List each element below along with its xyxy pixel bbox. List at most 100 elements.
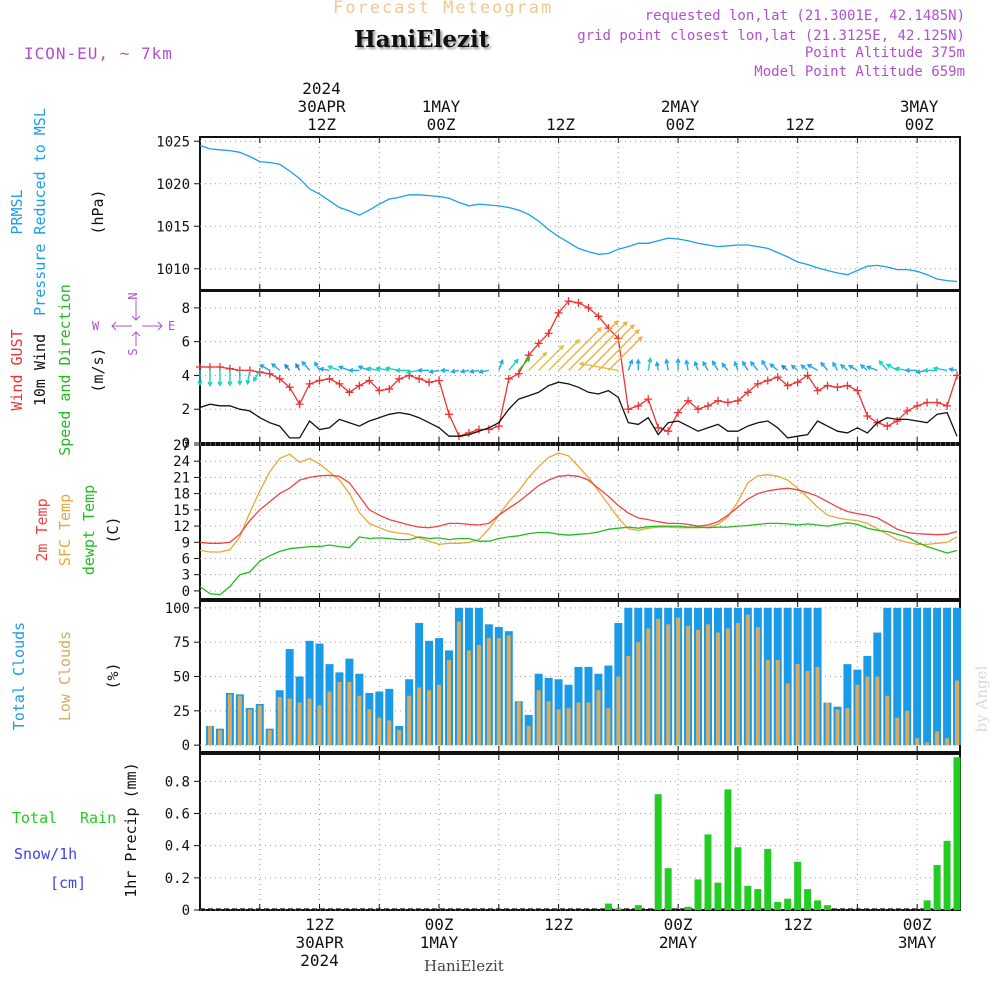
cloud-low-bar — [905, 710, 910, 746]
wind-arrow-head — [742, 360, 747, 366]
rain-bar — [634, 905, 642, 910]
cloud-total-bar — [953, 607, 962, 746]
wind-label-speed-dir: Speed and Direction — [56, 284, 74, 456]
cloud-low-bar — [686, 625, 691, 746]
rain-bar — [953, 757, 961, 910]
cloud-total-bar — [285, 649, 294, 746]
cloud-low-bar — [715, 632, 720, 746]
wind-gust-marker — [624, 405, 633, 414]
wind-arrow-head — [904, 367, 910, 373]
cloud-total-bar — [933, 607, 942, 746]
cloud-low-bar — [267, 730, 272, 746]
wind-gust-marker — [913, 401, 922, 410]
y-tick-label-temperature: 9 — [182, 535, 190, 551]
wind-arrow — [271, 363, 281, 371]
wind-arrow — [866, 366, 878, 372]
cloud-low-bar — [925, 742, 930, 746]
wind-arrow — [548, 339, 580, 371]
cloud-low-bar — [437, 684, 442, 746]
wind-arrow — [597, 329, 640, 371]
cloud-total-bar — [385, 688, 394, 746]
wind-arrow — [367, 367, 380, 372]
wind-arrow-head — [675, 357, 681, 364]
wind-gust-marker — [863, 411, 872, 420]
wind-gust-marker — [584, 303, 593, 312]
wind-arrow — [761, 360, 769, 371]
pressure-label-msl: Pressure Reduced to MSL — [31, 108, 49, 316]
wind-gust-marker — [375, 386, 384, 395]
rain-bar — [664, 868, 672, 910]
wind-gust-marker — [694, 405, 703, 414]
wind-arrow — [807, 364, 818, 371]
wind-arrow — [627, 359, 633, 371]
y-tick-label-temperature: 24 — [173, 454, 190, 470]
cloud-low-bar — [317, 705, 322, 746]
wind-arrow-head — [513, 358, 519, 364]
top-time-label: 12Z — [546, 115, 575, 134]
y-tick-label-precip: 0.6 — [165, 807, 190, 823]
cloud-low-bar — [825, 702, 830, 746]
y-tick-label-wind: 6 — [182, 335, 190, 351]
cloud-low-bar — [676, 617, 681, 746]
wind-arrow-head — [885, 363, 892, 369]
wind-arrow-head — [637, 335, 643, 342]
wind-arrow — [253, 370, 261, 382]
wind-arrow — [319, 368, 330, 372]
cloud-low-bar — [915, 738, 920, 746]
wind-gust-marker — [943, 401, 952, 410]
y-tick-label-precip: 0.8 — [165, 774, 190, 790]
wind-arrow — [848, 364, 858, 371]
cloud-low-bar — [377, 717, 382, 746]
wind-arrow-head — [375, 366, 381, 372]
wind-arrow — [314, 362, 321, 371]
wind-arrow — [879, 360, 888, 371]
wind-arrow-head — [459, 368, 466, 374]
bottom-time-label: 1MAY — [420, 933, 459, 952]
y-tick-label-clouds: 50 — [173, 670, 190, 686]
compass-south: S — [126, 348, 140, 355]
cloud-total-bar — [415, 622, 424, 746]
compass-arrows — [111, 300, 163, 346]
wind-gust-marker — [853, 386, 862, 395]
wind-gust-marker — [713, 396, 722, 405]
wind-gust-marker — [345, 388, 354, 397]
wind-arrow — [558, 327, 602, 371]
wind-gust-marker — [464, 428, 473, 437]
cloud-low-bar — [785, 683, 790, 746]
wind-gust-marker — [196, 363, 204, 371]
cloud-low-bar — [945, 738, 950, 746]
wind-gust-marker — [743, 388, 752, 397]
cloud-low-bar — [337, 681, 342, 746]
wind-arrow-head — [702, 360, 707, 367]
wind-arrow — [518, 357, 530, 371]
cloud-low-bar — [546, 701, 551, 746]
wind-gust-marker — [305, 379, 314, 388]
wind-arrow-head — [915, 369, 921, 375]
y-tick-label-precip: 0.4 — [165, 839, 190, 855]
bottom-time-label: 12Z — [544, 915, 573, 934]
cloud-low-bar — [576, 702, 581, 746]
rain-bar — [824, 905, 832, 910]
cloud-low-bar — [407, 695, 412, 746]
compass-east: E — [168, 319, 175, 333]
precip-label-rain: Rain — [80, 809, 116, 827]
wind-arrow-head — [207, 381, 213, 388]
cloud-low-bar — [237, 695, 242, 746]
wind-gust-marker — [674, 408, 683, 417]
bottom-time-label: 12Z — [783, 915, 812, 934]
meteogram-title: Forecast Meteogram — [333, 0, 554, 18]
wind-arrow — [376, 367, 390, 372]
wind-arrow — [578, 321, 628, 371]
wind-gust-marker — [514, 369, 523, 378]
temp-label-2m: 2m Temp — [33, 498, 51, 561]
wind-arrow — [528, 352, 547, 371]
cloud-low-bar — [935, 731, 940, 746]
wind-arrow — [694, 361, 699, 371]
top-time-label: 2MAY — [661, 97, 700, 116]
cloud-low-bar — [865, 676, 870, 746]
wind-arrow-head — [559, 344, 565, 350]
wind-gust-marker — [365, 376, 374, 385]
wind-arrow-head — [878, 360, 884, 366]
cloud-low-bar — [955, 680, 960, 746]
wind-gust-marker — [445, 410, 454, 419]
